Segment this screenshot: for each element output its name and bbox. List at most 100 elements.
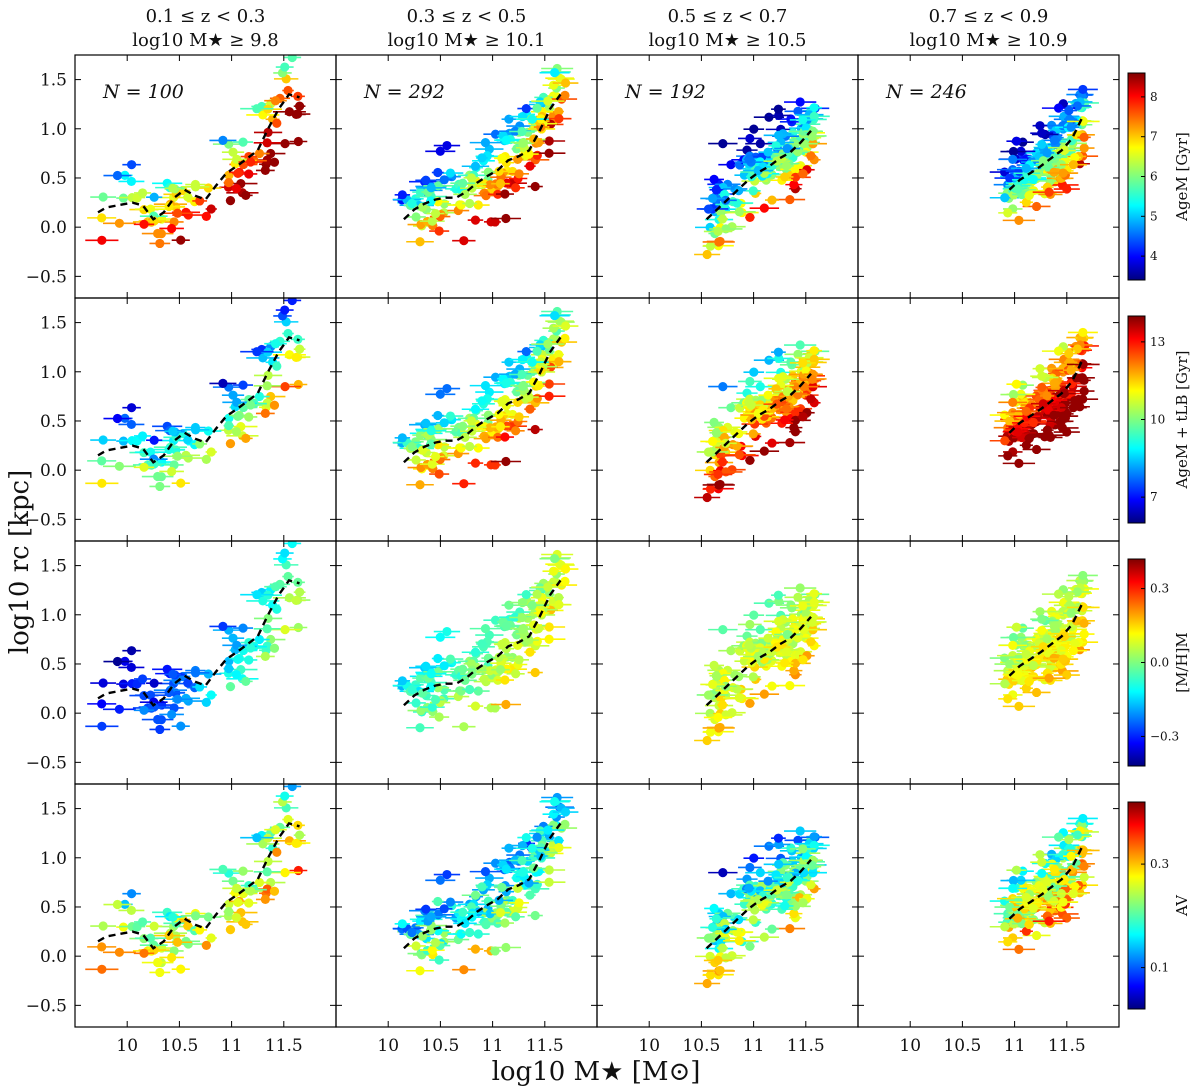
data-point	[1068, 403, 1078, 413]
data-point	[427, 216, 437, 226]
data-point	[445, 168, 456, 178]
data-point	[260, 165, 270, 176]
data-point	[744, 154, 754, 164]
data-point	[233, 411, 243, 422]
data-point	[790, 415, 801, 425]
data-point	[415, 187, 426, 197]
data-point	[544, 634, 554, 644]
data-point	[473, 443, 483, 453]
data-point	[262, 624, 272, 634]
data-point	[407, 684, 417, 695]
data-point	[272, 361, 282, 371]
data-point	[477, 153, 487, 163]
data-point	[511, 669, 521, 679]
data-point	[434, 712, 444, 722]
data-point	[809, 589, 819, 599]
data-point	[201, 454, 211, 464]
data-point	[126, 160, 137, 170]
data-point	[1014, 215, 1024, 225]
data-point	[780, 658, 790, 668]
data-point	[270, 582, 281, 592]
data-point	[1005, 173, 1015, 183]
data-point	[241, 433, 251, 443]
data-point	[225, 196, 236, 206]
data-point	[513, 154, 523, 164]
data-point	[254, 391, 265, 402]
data-point	[1021, 163, 1031, 173]
data-point	[155, 481, 165, 492]
data-point	[490, 217, 500, 227]
data-point	[167, 223, 177, 234]
data-point	[272, 118, 282, 128]
data-point	[763, 390, 773, 400]
data-point	[703, 204, 714, 214]
data-point	[500, 675, 510, 685]
data-point	[260, 408, 270, 419]
data-point	[774, 130, 784, 140]
data-point	[245, 400, 256, 410]
data-point	[785, 194, 795, 205]
data-point	[513, 640, 523, 650]
data-point	[763, 633, 773, 643]
data-point	[713, 226, 723, 236]
data-point	[228, 147, 238, 157]
data-point	[786, 357, 796, 367]
data-point	[426, 682, 436, 692]
data-point	[1058, 168, 1068, 178]
data-point	[713, 712, 723, 722]
data-point	[176, 721, 186, 731]
data-point	[149, 435, 159, 445]
data-point	[293, 136, 303, 147]
data-point	[415, 480, 425, 490]
data-point	[225, 439, 236, 449]
data-point	[511, 426, 521, 436]
data-point	[97, 478, 107, 488]
data-point	[98, 435, 108, 445]
data-point	[435, 389, 445, 399]
data-point	[726, 403, 736, 413]
data-point	[433, 410, 443, 421]
data-point	[795, 583, 805, 593]
data-point	[195, 682, 205, 692]
data-point	[252, 347, 262, 357]
data-point	[753, 408, 763, 419]
data-point	[98, 678, 108, 688]
data-point	[764, 598, 774, 608]
data-point	[1028, 174, 1038, 185]
data-point	[126, 403, 137, 413]
data-point	[244, 412, 254, 422]
data-point	[1003, 208, 1013, 218]
data-point	[139, 705, 149, 715]
data-point	[807, 617, 817, 627]
data-point	[739, 413, 749, 423]
data-point	[744, 640, 754, 650]
data-point	[1066, 365, 1076, 375]
data-point	[514, 169, 524, 179]
data-point	[260, 651, 270, 662]
panel-r0-c3	[989, 84, 1100, 225]
data-point	[283, 328, 293, 339]
data-point	[442, 383, 452, 394]
data-point	[490, 372, 501, 382]
data-point	[470, 458, 481, 468]
data-point	[560, 78, 571, 88]
data-point	[480, 138, 491, 148]
data-point	[262, 398, 272, 408]
data-point	[532, 103, 542, 113]
data-point	[228, 390, 238, 400]
data-point	[218, 135, 228, 145]
data-point	[1058, 411, 1068, 421]
data-point	[749, 124, 759, 134]
data-point	[1031, 444, 1042, 455]
data-point	[527, 600, 537, 610]
data-point	[262, 381, 272, 391]
data-point	[726, 160, 736, 170]
data-point	[548, 80, 559, 90]
data-point	[734, 207, 744, 217]
data-point	[759, 203, 769, 213]
data-point	[181, 450, 191, 460]
data-point	[494, 409, 504, 419]
data-point	[195, 439, 205, 449]
data-point	[514, 412, 524, 422]
data-point	[1037, 371, 1047, 381]
